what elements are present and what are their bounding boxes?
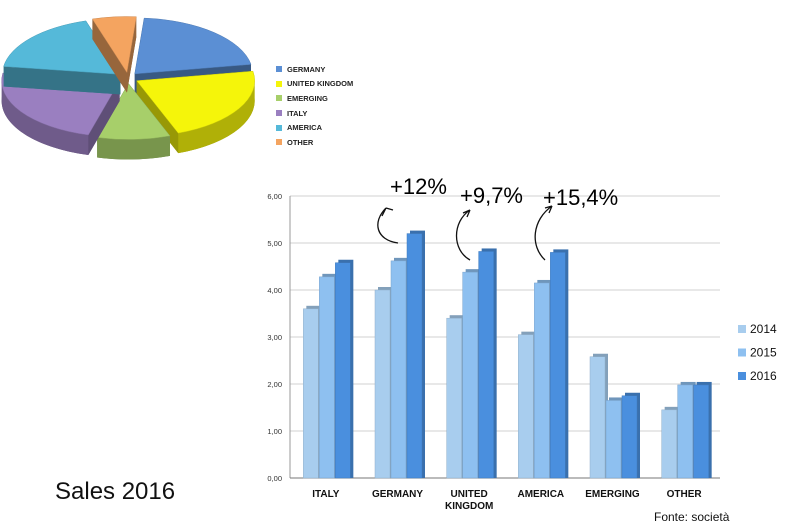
x-tick-label-germany: GERMANY (372, 489, 423, 500)
legend-label: ITALY (287, 108, 308, 118)
pie-legend-item-united-kingdom: UNITED KINGDOM (276, 77, 353, 92)
legend-label: 2016 (750, 369, 777, 383)
pie-legend-item-other: OTHER (276, 135, 353, 150)
legend-item-2014: 2014 (738, 322, 777, 336)
y-tick-label: 5,00 (267, 239, 282, 248)
y-tick-label: 4,00 (267, 286, 282, 295)
bar-emerging-2016 (621, 392, 640, 479)
legend-item-2016: 2016 (738, 369, 777, 383)
legend-swatch (276, 80, 282, 87)
bar-germany-2015 (390, 257, 409, 479)
legend-label: EMERGING (287, 93, 328, 103)
legend-swatch (276, 110, 282, 117)
x-tick-label-united-kingdom: UNITED (451, 489, 488, 500)
legend-swatch (276, 95, 282, 102)
y-tick-label: 6,00 (267, 192, 282, 201)
arrow-germany (377, 207, 399, 244)
annotation-germany: +12% (390, 174, 447, 199)
legend-label: 2015 (750, 346, 777, 360)
legend-item-2015: 2015 (738, 346, 777, 360)
legend-label: AMERICA (287, 123, 322, 133)
bar-united-kingdom-2014 (446, 315, 465, 479)
y-tick-label: 0,00 (267, 474, 282, 483)
bar-other-2015 (677, 381, 696, 479)
pie-legend-item-italy: ITALY (276, 106, 353, 121)
pie-legend: GERMANY UNITED KINGDOM EMERGING ITALY AMERIC… (276, 62, 353, 150)
legend-label: UNITED KINGDOM (287, 79, 354, 89)
arrow-united-kingdom (456, 209, 471, 261)
x-tick-label-italy: ITALY (312, 489, 340, 500)
bar-emerging-2014 (589, 353, 608, 479)
x-tick-label-united-kingdom: KINGDOM (445, 501, 493, 512)
bar-italy-2015 (319, 273, 338, 479)
arrow-america (534, 205, 553, 261)
legend-swatch (276, 66, 282, 73)
x-tick-label-emerging: EMERGING (585, 489, 640, 500)
bar-italy-2016 (335, 259, 354, 479)
bar-united-kingdom-2016 (478, 248, 497, 479)
x-tick-label-america: AMERICA (517, 489, 564, 500)
legend-swatch (276, 124, 282, 131)
pie-legend-item-emerging: EMERGING (276, 91, 353, 106)
legend-label: 2014 (750, 322, 777, 336)
source-note: Fonte: società (654, 510, 730, 524)
pie-legend-item-germany: GERMANY (276, 62, 353, 77)
bar-america-2015 (534, 279, 553, 479)
x-tick-label-other: OTHER (667, 489, 703, 500)
bar-other-2014 (661, 406, 680, 479)
pie-slice-other (91, 16, 137, 93)
pie-slice-emerging (96, 83, 171, 160)
y-tick-label: 1,00 (267, 427, 282, 436)
bar-america-2016 (550, 249, 569, 479)
bar-america-2014 (518, 331, 537, 479)
legend-swatch (276, 139, 282, 146)
bar-italy-2014 (303, 305, 322, 479)
page-title: Sales 2016 (55, 478, 176, 505)
y-tick-label: 3,00 (267, 333, 282, 342)
bar-germany-2014 (374, 287, 393, 479)
legend-label: GERMANY (287, 64, 326, 74)
bar-other-2016 (693, 381, 712, 479)
annotation-united-kingdom: +9,7% (460, 183, 523, 208)
bar-emerging-2015 (605, 397, 624, 479)
annotation-america: +15,4% (543, 185, 619, 210)
pie-legend-item-america: AMERICA (276, 120, 353, 135)
bar-germany-2016 (406, 230, 425, 479)
legend-label: OTHER (287, 137, 314, 147)
bar-united-kingdom-2015 (462, 269, 481, 479)
pie-slice-united-kingdom (136, 70, 255, 154)
y-tick-label: 2,00 (267, 380, 282, 389)
